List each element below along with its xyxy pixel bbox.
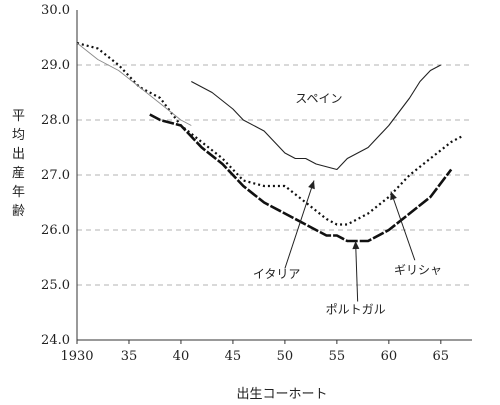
y-axis-title-char: 年 xyxy=(12,185,25,200)
arrow-line xyxy=(390,191,416,261)
arrow-head xyxy=(390,191,397,201)
y-tick-label: 25.0 xyxy=(41,278,70,293)
x-tick-label: 60 xyxy=(381,349,398,364)
arrow-head xyxy=(352,241,360,250)
series-line xyxy=(76,41,463,226)
series-label-italy: イタリア xyxy=(253,267,301,281)
y-tick-labels: 24.0 25.0 26.0 27.0 28.0 29.0 30.0 xyxy=(41,3,70,348)
x-tick-label: 50 xyxy=(277,349,294,364)
arrow-head xyxy=(308,180,315,190)
series-line xyxy=(149,113,453,243)
y-tick-label: 27.0 xyxy=(41,168,70,183)
y-tick-label: 30.0 xyxy=(41,3,70,18)
grid xyxy=(77,64,472,286)
arrow-line xyxy=(284,180,315,269)
y-tick-label: 28.0 xyxy=(41,113,70,128)
y-tick-label: 24.0 xyxy=(41,333,70,348)
series-line xyxy=(76,42,192,126)
y-axis-title-char: 出 xyxy=(12,147,25,162)
arrow-line xyxy=(355,240,359,302)
series-lines xyxy=(76,41,463,243)
series-labels: スペイン イタリア ギリシャ ポルトガル xyxy=(253,91,442,316)
axes xyxy=(76,10,472,341)
y-tick-label: 29.0 xyxy=(41,58,70,73)
y-axis-title-char: 均 xyxy=(12,128,25,143)
x-tick-label: 1930 xyxy=(60,349,93,364)
x-tick-label: 40 xyxy=(173,349,190,364)
series-line xyxy=(191,64,442,171)
x-axis-title: 出生コーホート xyxy=(236,387,327,402)
x-tick-label: 35 xyxy=(121,349,138,364)
y-axis-title-char: 産 xyxy=(12,165,25,181)
x-tick-labels: 1930 35 40 45 50 55 60 65 xyxy=(60,340,449,364)
series-label-spain: スペイン xyxy=(295,91,342,105)
y-tick-label: 26.0 xyxy=(41,223,70,238)
y-axis-title-char: 平 xyxy=(12,109,25,124)
x-tick-label: 65 xyxy=(433,349,450,364)
x-tick-label: 45 xyxy=(225,349,242,364)
series-label-greece: ギリシャ xyxy=(394,263,442,277)
y-axis-title-char: 齢 xyxy=(12,204,25,219)
y-axis-title: 平均出産年齢 xyxy=(12,109,25,219)
series-label-portugal: ポルトガル xyxy=(326,303,386,317)
x-tick-label: 55 xyxy=(329,349,346,364)
annotation-arrows xyxy=(284,180,416,302)
